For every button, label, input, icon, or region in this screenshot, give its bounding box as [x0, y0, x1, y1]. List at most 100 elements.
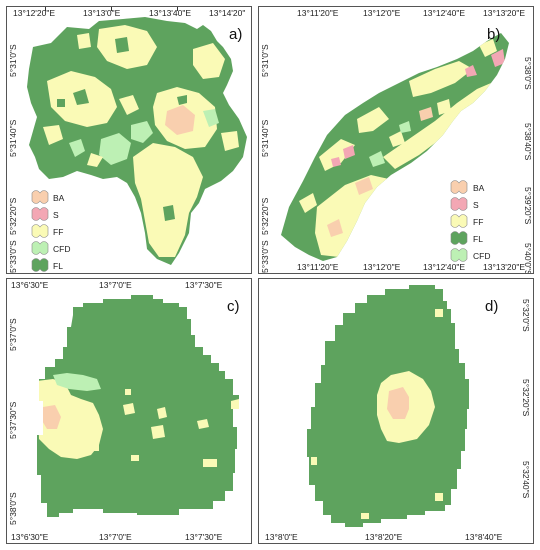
legend-b-item-s: S [450, 197, 479, 211]
map-a-cfd-4 [203, 109, 219, 127]
map-a-ff-south [133, 143, 203, 257]
map-c-ff-9 [89, 445, 99, 451]
map-b-s-2 [465, 65, 477, 77]
legend-b-swatch-ba [450, 180, 468, 194]
map-a-svg: 13°12'20"E 13°13'0"E 13°13'40"E 13°14'20… [8, 7, 247, 273]
map-panel-b: 13°11'20"E 13°12'0"E 13°12'40"E 13°13'20… [258, 6, 534, 274]
map-b-ff-north [409, 61, 473, 97]
map-a-top-tick-3: 13°13'40"E [149, 8, 191, 18]
map-a-top-tick-4: 13°14'20" [209, 8, 245, 18]
map-d-right-tick-2: 5°32'20"S [521, 379, 531, 417]
map-b-top-tick-3: 13°12'40"E [423, 8, 465, 18]
map-b-ba-1 [355, 177, 373, 195]
panel-b-label: b) [487, 26, 500, 43]
panel-a-label: a) [229, 26, 242, 43]
map-b-bottom-tick-4: 13°13'20"E [483, 262, 525, 272]
legend-b-swatch-s [450, 197, 468, 211]
legend-a-item-ba: BA [31, 190, 65, 204]
map-a-left-tick-2: 5°31'40"S [8, 119, 18, 157]
legend-b-label-ba: BA [473, 183, 485, 193]
map-c-left-tick-2: 5°37'30"S [8, 401, 18, 439]
map-d-svg: 13°8'0"E 13°8'20"E 13°8'40"E 5°32'0"S 5°… [265, 285, 531, 542]
map-a-cfd-3 [69, 139, 85, 157]
map-b-left-tick-4: 5°33'0"S [260, 240, 270, 273]
map-c-top-tick-1: 13°6'30"E [11, 280, 49, 290]
map-d-landcover [307, 285, 469, 527]
legend-a-swatch-ba [31, 190, 49, 204]
map-a-top-tick-1: 13°12'20"E [13, 8, 55, 18]
legend-a-label-cfd: CFD [53, 244, 70, 254]
map-c-landcover [37, 295, 239, 517]
map-b-ff-mid [357, 107, 389, 133]
map-a-ff-patch-1 [43, 125, 63, 145]
map-d-ff-2 [311, 457, 317, 465]
legend-a-item-s: S [31, 207, 59, 221]
map-c-top-tick-3: 13°7'30"E [185, 280, 223, 290]
map-a-ff-patch-3 [77, 33, 91, 49]
map-a-landcover [27, 17, 247, 265]
map-b-legend: BA S FF FL CFD [450, 180, 490, 262]
map-c-top-tick-2: 13°7'0"E [99, 280, 132, 290]
map-d-right-tick-1: 5°32'0"S [521, 299, 531, 332]
map-c-left-tick-3: 5°38'0"S [8, 492, 18, 525]
map-d-bottom-tick-2: 13°8'20"E [365, 532, 403, 542]
map-d-ff-1 [435, 309, 443, 317]
map-b-left-tick-2: 5°31'40"S [260, 119, 270, 157]
map-b-ff-patch-2 [389, 131, 405, 147]
map-a-left-tick-1: 5°31'0"S [8, 44, 18, 77]
map-b-svg: 13°11'20"E 13°12'0"E 13°12'40"E 13°13'20… [260, 8, 533, 273]
map-c-ff-6 [203, 459, 217, 467]
map-panel-d: 13°8'0"E 13°8'20"E 13°8'40"E 5°32'0"S 5°… [258, 278, 534, 544]
map-b-ff-patch-1 [299, 193, 317, 213]
map-panel-a: 13°12'20"E 13°13'0"E 13°13'40"E 13°14'20… [6, 6, 252, 274]
map-d-bottom-tick-3: 13°8'40"E [465, 532, 503, 542]
legend-b-item-fl: FL [450, 231, 483, 245]
map-c-svg: 13°6'30"E 13°7'0"E 13°7'30"E 13°6'30"E 1… [8, 280, 240, 542]
map-b-ba-3 [327, 219, 343, 237]
map-a-fl-patch-1 [73, 89, 89, 105]
panel-c-label: c) [227, 298, 240, 315]
map-b-right-tick-1: 5°38'0"S [523, 57, 533, 90]
map-b-left-tick-3: 5°32'20"S [260, 197, 270, 235]
map-a-ff-east [193, 43, 225, 79]
legend-a-swatch-cfd [31, 241, 49, 255]
map-b-ba-2 [419, 107, 433, 121]
panel-d-label: d) [485, 298, 498, 315]
map-d-ba-centre [387, 387, 409, 419]
map-b-bottom-tick-1: 13°11'20"E [297, 262, 339, 272]
legend-a-swatch-ff [31, 224, 49, 238]
map-b-cfd-1 [369, 151, 385, 167]
legend-a-label-ff: FF [53, 227, 63, 237]
map-d-ff-3 [361, 513, 369, 519]
map-b-s-3 [343, 145, 355, 159]
map-c-ff-3 [151, 425, 165, 439]
map-b-s-4 [331, 157, 341, 167]
legend-b-item-ff: FF [450, 214, 483, 228]
map-c-fl-area [37, 295, 239, 517]
map-c-ff-4 [197, 419, 209, 429]
legend-a-item-ff: FF [31, 224, 63, 238]
map-b-ff-patch-4 [437, 99, 451, 115]
map-b-s-1 [491, 49, 505, 67]
map-a-top-tick-mark-3 [177, 7, 178, 11]
map-c-bottom-tick-1: 13°6'30"E [11, 532, 49, 542]
map-a-ba-centre [165, 105, 195, 135]
map-b-landcover [281, 33, 509, 261]
map-c-bottom-tick-2: 13°7'0"E [99, 532, 132, 542]
map-a-top-tick-mark-1 [45, 7, 46, 11]
map-panel-c: 13°6'30"E 13°7'0"E 13°7'30"E 13°6'30"E 1… [6, 278, 252, 544]
map-c-ff-8 [125, 389, 131, 395]
map-c-bottom-tick-3: 13°7'30"E [185, 532, 223, 542]
legend-a-swatch-s [31, 207, 49, 221]
map-c-ff-5 [231, 399, 239, 409]
map-c-ff-7 [131, 455, 139, 461]
legend-b-item-ba: BA [450, 180, 485, 194]
map-a-cfd-2 [131, 121, 153, 143]
legend-b-label-s: S [473, 200, 479, 210]
map-b-top-tick-2: 13°12'0"E [363, 8, 401, 18]
map-b-right-tick-3: 5°39'20"S [523, 187, 533, 225]
legend-a-label-fl: FL [53, 261, 63, 271]
legend-b-label-fl: FL [473, 234, 483, 244]
map-b-cfd-2 [399, 121, 411, 133]
map-a-fl-patch-4 [177, 95, 187, 105]
